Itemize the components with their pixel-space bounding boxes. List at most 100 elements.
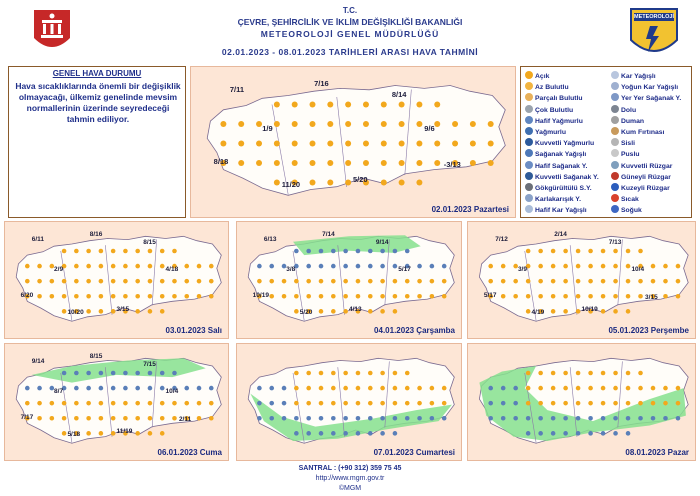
temperature-label: 7/13 <box>608 239 622 247</box>
sun-icon <box>306 400 311 406</box>
rain-icon <box>367 263 373 269</box>
sun-icon <box>392 370 398 376</box>
rain-icon <box>525 431 531 436</box>
rain-icon <box>123 385 128 391</box>
weather-legend: Açık Az Bulutlu Parçalı Bulutlu Çok Bulutlu… <box>520 66 692 218</box>
rain-icon <box>86 385 91 391</box>
rain-icon <box>257 415 262 421</box>
sun-icon <box>208 415 214 421</box>
sun-icon <box>380 160 387 166</box>
sun-icon <box>600 263 606 269</box>
region-border <box>617 361 623 428</box>
sun-icon <box>675 385 681 391</box>
legend-label: Kar Yağışlı <box>621 73 656 80</box>
rain-icon <box>429 263 435 269</box>
rain-icon <box>625 415 631 421</box>
sun-icon <box>380 309 385 314</box>
sun-icon <box>345 160 352 166</box>
sun-icon <box>600 400 606 406</box>
sun-icon <box>196 293 202 299</box>
rain-icon <box>318 415 324 421</box>
sun-icon <box>172 293 177 299</box>
sun-icon <box>135 400 140 406</box>
sun-icon <box>538 370 543 376</box>
sun-icon <box>650 278 656 284</box>
sun-icon <box>220 160 227 166</box>
forecast-map-day5: 06.01.2023 Cuma 9/14 8/15 7/15 8/7 10/4 7/17 5… <box>4 343 229 461</box>
sun-icon <box>600 248 606 254</box>
forecast-map-day2: 03.01.2023 Salı 6/11 8/16 8/15 2/9 4/18 6/20 1… <box>4 221 229 339</box>
sun-icon <box>147 278 153 284</box>
ministry-logo <box>30 8 74 58</box>
sun-icon <box>327 179 334 186</box>
sun-icon <box>256 140 263 147</box>
sun-icon <box>184 415 190 421</box>
rain-icon <box>294 431 299 436</box>
rain-icon <box>25 385 30 391</box>
sun-icon <box>269 293 275 299</box>
legend-label: Gökgürültülü S.Y. <box>535 185 592 192</box>
sun-icon <box>488 293 493 299</box>
rain-icon <box>257 400 262 406</box>
rain-icon <box>343 263 348 269</box>
sun-icon <box>452 121 459 127</box>
sun-icon <box>434 121 441 127</box>
rain-icon <box>74 370 79 376</box>
sun-icon <box>110 248 116 254</box>
sun-icon <box>650 263 656 269</box>
sun-icon <box>291 140 298 147</box>
sun-icon <box>429 385 435 391</box>
sun-icon <box>98 309 104 314</box>
legend-symbol-icon <box>611 171 619 180</box>
sun-icon <box>294 293 299 299</box>
sun-icon <box>135 309 140 314</box>
temperature-label: 5/17 <box>483 291 497 299</box>
rain-icon <box>441 415 447 421</box>
rain-icon <box>294 263 299 269</box>
region-border <box>151 361 157 428</box>
legend-symbol-icon <box>525 160 533 169</box>
sun-icon <box>600 385 606 391</box>
sun-icon <box>355 385 361 391</box>
legend-symbol-icon <box>525 93 533 102</box>
legend-item: Hafif Kar Yağışlı <box>525 205 587 214</box>
sun-icon <box>306 385 311 391</box>
rain-icon <box>135 385 140 391</box>
sun-icon <box>538 400 543 406</box>
sun-icon <box>588 385 593 391</box>
legend-label: Sağanak Yağışlı <box>535 151 587 159</box>
turkey-map-shape <box>15 357 222 444</box>
sun-icon <box>238 140 245 147</box>
rain-icon <box>208 385 214 391</box>
sun-icon <box>184 293 190 299</box>
sun-icon <box>273 140 280 147</box>
sun-icon <box>331 370 336 376</box>
sun-icon <box>86 263 91 269</box>
forecast-map-day6: 07.01.2023 Cumartesi <box>236 343 462 461</box>
rain-zone <box>250 393 452 441</box>
sun-icon <box>575 400 581 406</box>
sun-icon <box>37 293 42 299</box>
sun-icon <box>74 309 79 314</box>
sun-icon <box>513 263 518 269</box>
sun-icon <box>309 160 316 166</box>
sun-icon <box>638 293 643 299</box>
sun-icon <box>380 179 387 186</box>
sun-icon <box>441 385 447 391</box>
sun-icon <box>147 415 153 421</box>
sun-icon <box>306 278 311 284</box>
rain-icon <box>513 415 518 421</box>
sun-icon <box>172 415 177 421</box>
sun-icon <box>367 293 373 299</box>
rain-icon <box>550 415 556 421</box>
sun-icon <box>638 400 643 406</box>
rain-icon <box>500 400 506 406</box>
sun-icon <box>135 431 140 436</box>
region-border <box>384 239 390 306</box>
rain-icon <box>675 415 681 421</box>
sun-icon <box>273 101 280 108</box>
rain-icon <box>367 431 373 436</box>
sun-icon <box>159 415 165 421</box>
sun-icon <box>575 385 581 391</box>
sun-icon <box>392 385 398 391</box>
